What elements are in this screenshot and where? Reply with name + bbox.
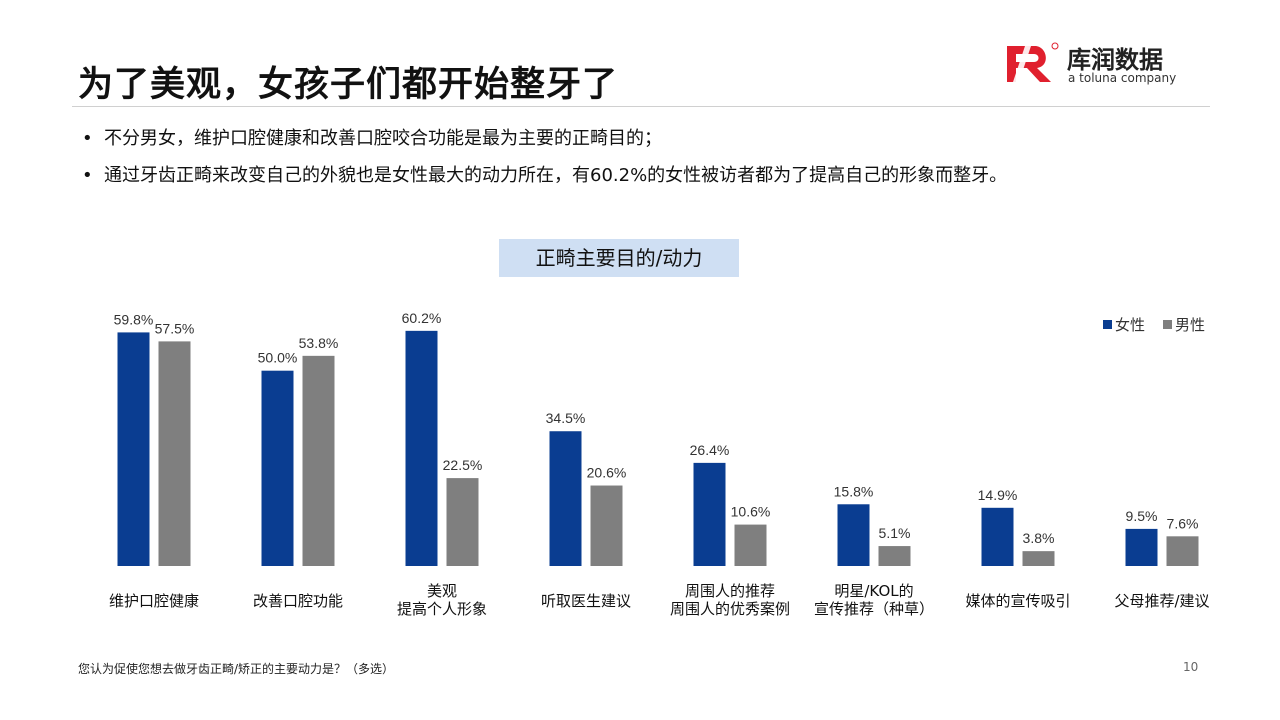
bar-male xyxy=(590,485,623,566)
data-label: 14.9% xyxy=(978,487,1018,503)
legend-label: 女性 xyxy=(1115,316,1145,334)
bar-female xyxy=(405,330,438,566)
data-label: 60.2% xyxy=(402,310,442,326)
bar-female xyxy=(837,504,870,566)
page-title: 为了美观，女孩子们都开始整牙了 xyxy=(78,65,619,105)
data-label: 9.5% xyxy=(1126,508,1158,524)
data-label: 34.5% xyxy=(546,410,586,426)
bullet-text: 通过牙齿正畸来改变自己的外貌也是女性最大的动力所在，有60.2%的女性被访者都为… xyxy=(104,165,1008,186)
bullet-text: 不分男女，维护口腔健康和改善口腔咬合功能是最为主要的正畸目的； xyxy=(104,128,662,149)
data-label: 5.1% xyxy=(879,525,911,541)
page-number: 10 xyxy=(1183,660,1199,674)
data-label: 53.8% xyxy=(299,335,339,351)
data-label: 50.0% xyxy=(258,350,298,366)
legend-swatch xyxy=(1163,320,1172,329)
data-label: 59.8% xyxy=(114,311,154,327)
bar-male xyxy=(446,478,479,566)
title-divider xyxy=(72,106,1210,107)
bar-female xyxy=(549,431,582,566)
legend-label: 男性 xyxy=(1175,316,1205,334)
category-label: 宣传推荐（种草） xyxy=(814,600,934,618)
category-label: 父母推荐/建议 xyxy=(1114,592,1209,610)
category-label: 明星/KOL的 xyxy=(834,582,913,600)
bar-female xyxy=(693,462,726,566)
legend-swatch xyxy=(1103,320,1112,329)
data-label: 57.5% xyxy=(155,320,195,336)
category-label: 听取医生建议 xyxy=(541,592,631,610)
logo-tagline: a toluna company xyxy=(1068,71,1177,85)
bullet-item: • 不分男女，维护口腔健康和改善口腔咬合功能是最为主要的正畸目的； xyxy=(82,128,662,149)
bar-male xyxy=(878,546,911,566)
bar-male xyxy=(302,355,335,566)
bar-female xyxy=(1125,528,1158,566)
bar-male xyxy=(1022,551,1055,566)
bar-female xyxy=(981,507,1014,566)
bar-female xyxy=(261,370,294,566)
category-label: 周围人的优秀案例 xyxy=(670,600,790,618)
data-label: 22.5% xyxy=(443,457,483,473)
data-label: 26.4% xyxy=(690,442,730,458)
category-label: 媒体的宣传吸引 xyxy=(965,592,1070,610)
logo-name: 库润数据 xyxy=(1067,46,1163,74)
bar-male xyxy=(1166,536,1199,566)
logo-mark-icon xyxy=(1007,42,1059,82)
chart-title: 正畸主要目的/动力 xyxy=(499,239,739,277)
bar-male xyxy=(734,524,767,566)
data-label: 3.8% xyxy=(1023,530,1055,546)
data-label: 15.8% xyxy=(834,483,874,499)
data-label: 10.6% xyxy=(731,504,771,520)
data-label: 20.6% xyxy=(587,465,627,481)
category-label: 维护口腔健康 xyxy=(109,592,199,610)
category-label: 提高个人形象 xyxy=(397,600,487,618)
bar-female xyxy=(117,332,150,566)
data-label: 7.6% xyxy=(1167,515,1199,531)
bar-male xyxy=(158,341,191,566)
brand-logo: 库润数据 a toluna company xyxy=(1005,40,1185,88)
category-label: 改善口腔功能 xyxy=(253,592,343,610)
summary-bullets: • 不分男女，维护口腔健康和改善口腔咬合功能是最为主要的正畸目的； • 通过牙齿正畸… xyxy=(82,120,1007,194)
category-label: 周围人的推荐 xyxy=(685,582,775,600)
category-label: 美观 xyxy=(427,582,457,600)
bullet-item: • 通过牙齿正畸来改变自己的外貌也是女性最大的动力所在，有60.2%的女性被访者都… xyxy=(82,165,1008,186)
survey-question-footnote: 您认为促使您想去做牙齿正畸/矫正的主要动力是？（多选） xyxy=(78,662,395,676)
